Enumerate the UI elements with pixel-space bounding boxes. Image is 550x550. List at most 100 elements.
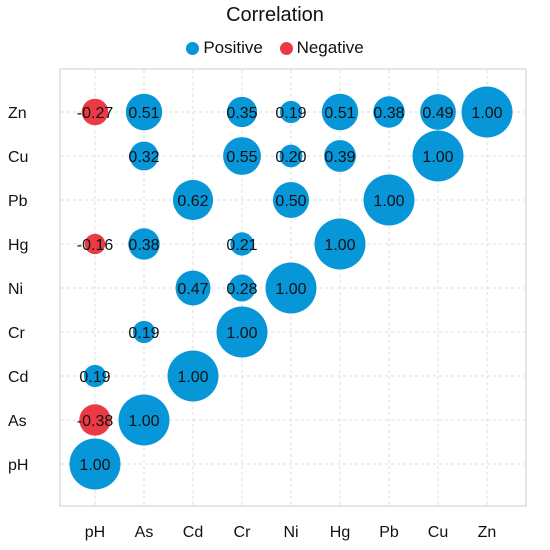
bubble-value-label: 0.50	[275, 193, 306, 210]
bubble-point: 0.35	[226, 96, 258, 128]
x-tick-label: Cr	[234, 524, 252, 541]
bubble-circle	[321, 93, 359, 131]
bubble-value-label: -0.16	[77, 237, 114, 254]
bubble-value-label: 0.47	[177, 281, 208, 298]
y-tick-label: Ni	[8, 281, 23, 298]
bubble-circle	[230, 232, 254, 256]
x-tick-label: Zn	[478, 524, 497, 541]
bubble-circle	[175, 270, 211, 306]
bubble-point: 0.19	[275, 100, 307, 124]
bubble-value-label: 0.38	[128, 237, 159, 254]
bubble-point: 1.00	[69, 438, 121, 490]
bubble-circle	[279, 100, 303, 124]
y-tick-label: Hg	[8, 237, 28, 254]
bubble-value-label: 0.28	[226, 281, 257, 298]
bubble-value-label: 0.32	[128, 149, 159, 166]
bubble-point: 0.39	[324, 140, 356, 172]
bubble-circle	[265, 262, 317, 314]
bubble-point: 0.38	[128, 228, 160, 260]
bubble-point: -0.27	[77, 98, 114, 126]
bubble-circle	[373, 96, 405, 128]
x-tick-label: Pb	[379, 524, 399, 541]
bubble-value-label: 0.21	[226, 237, 257, 254]
bubble-value-label: 0.20	[275, 149, 306, 166]
bubble-circle	[84, 233, 106, 255]
legend: Positive Negative	[0, 38, 550, 60]
bubble-point: 1.00	[265, 262, 317, 314]
bubble-value-label: 0.38	[373, 105, 404, 122]
bubble-value-label: -0.38	[77, 413, 114, 430]
bubble-circle	[125, 93, 163, 131]
bubble-point: 0.19	[128, 320, 160, 344]
bubble-circle	[461, 86, 513, 138]
bubble-circle	[216, 306, 268, 358]
legend-item-negative: Negative	[279, 38, 364, 58]
legend-label-positive: Positive	[203, 38, 263, 57]
bubble-value-label: 0.19	[79, 369, 110, 386]
y-tick-label: Pb	[8, 193, 28, 210]
bubble-value-label: 1.00	[422, 149, 453, 166]
y-axis-ticks: Zn Cu Pb Hg Ni Cr Cd As pH	[8, 105, 28, 474]
negative-swatch	[279, 41, 293, 55]
bubble-circle	[363, 174, 415, 226]
bubble-point: 0.62	[172, 179, 214, 221]
bubble-point: 0.20	[275, 144, 307, 168]
bubble-point: 0.49	[420, 94, 456, 130]
bubble-value-label: 0.49	[422, 105, 453, 122]
legend-item-positive: Positive	[186, 38, 263, 58]
bubble-value-label: 1.00	[177, 369, 208, 386]
bubble-value-label: 1.00	[79, 457, 110, 474]
bubble-circle	[128, 228, 160, 260]
x-tick-label: Cd	[183, 524, 203, 541]
bubble-point: 0.32	[128, 141, 160, 171]
bubble-point: 0.51	[321, 93, 359, 131]
bubble-point: 1.00	[314, 218, 366, 270]
bubble-circle	[279, 144, 303, 168]
bubble-circle	[314, 218, 366, 270]
bubble-value-label: 0.19	[275, 105, 306, 122]
bubble-circle	[226, 96, 258, 128]
bubble-circle	[272, 181, 310, 219]
bubble-point: 1.00	[412, 130, 464, 182]
x-tick-label: pH	[85, 524, 105, 541]
legend-label-negative: Negative	[296, 38, 364, 57]
bubble-value-label: 0.39	[324, 149, 355, 166]
bubble-point: 0.21	[226, 232, 258, 256]
bubble-value-label: 1.00	[373, 193, 404, 210]
x-tick-label: Ni	[283, 524, 298, 541]
y-tick-label: Cu	[8, 149, 28, 166]
bubble-circle	[81, 98, 109, 126]
y-tick-label: Zn	[8, 105, 27, 122]
bubble-circle	[118, 394, 170, 446]
plot-frame	[59, 68, 527, 507]
bubble-point: 0.51	[125, 93, 163, 131]
bubble-point: 0.50	[272, 181, 310, 219]
bubble-circle	[324, 140, 356, 172]
bubble-point: -0.38	[77, 404, 114, 436]
bubble-point: 0.19	[79, 364, 111, 388]
bubble-circle	[79, 404, 111, 436]
x-tick-label: As	[135, 524, 154, 541]
bubbles: -0.27 0.51 0.35 0.19 0.51 0.38 0.49 1.00 0.32 0.5…	[69, 86, 513, 490]
x-axis-ticks: pH As Cd Cr Ni Hg Pb Cu Zn	[85, 524, 497, 541]
bubble-circle	[129, 141, 159, 171]
bubble-value-label: 0.55	[226, 149, 257, 166]
x-tick-label: Cu	[428, 524, 448, 541]
chart-title: Correlation	[226, 4, 324, 26]
y-tick-label: As	[8, 413, 27, 430]
bubble-circle	[132, 320, 156, 344]
bubble-circle	[172, 179, 214, 221]
bubble-value-label: 0.51	[128, 105, 159, 122]
bubble-value-label: 0.19	[128, 325, 159, 342]
bubble-point: 0.55	[223, 137, 261, 175]
bubble-value-label: 0.62	[177, 193, 208, 210]
bubble-point: 0.28	[226, 274, 258, 302]
bubble-point: -0.16	[77, 233, 114, 255]
bubble-value-label: 0.35	[226, 105, 257, 122]
y-tick-label: Cr	[8, 325, 26, 342]
bubble-point: 0.38	[373, 96, 405, 128]
bubble-value-label: 0.51	[324, 105, 355, 122]
bubble-value-label: -0.27	[77, 105, 114, 122]
bubble-point: 1.00	[118, 394, 170, 446]
bubble-point: 1.00	[216, 306, 268, 358]
